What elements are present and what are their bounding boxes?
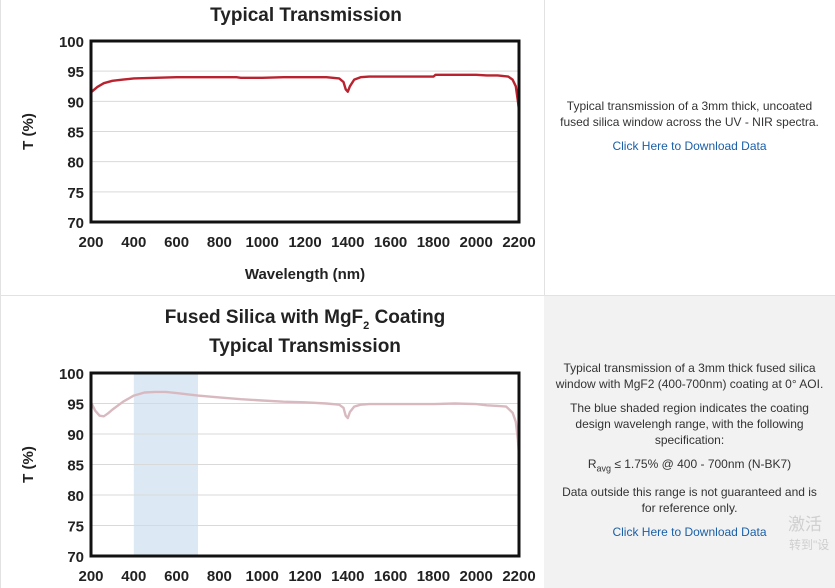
x-tick-label: 400 bbox=[121, 568, 146, 585]
y-tick-label: 70 bbox=[67, 549, 84, 566]
transmission-series-line bbox=[89, 390, 521, 456]
plot-frame bbox=[89, 371, 521, 558]
spec-subscript: avg bbox=[596, 463, 611, 474]
watermark-subtext: 转到"设 bbox=[789, 538, 830, 552]
x-tick-label: 1600 bbox=[374, 234, 407, 251]
x-tick-label: 2200 bbox=[502, 234, 535, 251]
mgf2-transmission-chart: Fused Silica with MgF2 Coating Typical Tr… bbox=[20, 307, 536, 585]
x-tick-label: 400 bbox=[121, 234, 146, 251]
y-tick-label: 95 bbox=[67, 397, 84, 414]
x-axis-label: Wavelength (nm) bbox=[245, 266, 365, 283]
y-tick-label: 70 bbox=[67, 215, 84, 232]
x-tick-label: 2200 bbox=[502, 568, 535, 585]
y-tick-label: 85 bbox=[67, 458, 84, 475]
y-axis-label: T (%) bbox=[20, 113, 37, 150]
transmission-chart: Typical Transmission 100 95 90 85 80 75 70 200 40… bbox=[20, 5, 536, 283]
x-tick-label: 1200 bbox=[288, 568, 321, 585]
x-tick-label: 1800 bbox=[417, 568, 450, 585]
y-axis-label: T (%) bbox=[20, 446, 37, 483]
x-tick-label: 200 bbox=[78, 234, 103, 251]
y-tick-label: 90 bbox=[67, 94, 84, 111]
description-text: Typical transmission of a 3mm thick, unc… bbox=[560, 99, 819, 129]
y-tick-label: 75 bbox=[67, 519, 84, 536]
download-data-link[interactable]: Click Here to Download Data bbox=[612, 525, 767, 540]
x-tick-label: 800 bbox=[207, 234, 232, 251]
chart-title-line-1: Fused Silica with MgF2 Coating bbox=[165, 307, 446, 332]
y-tick-label: 100 bbox=[59, 34, 84, 51]
x-tick-label: 600 bbox=[164, 234, 189, 251]
y-tick-label: 90 bbox=[67, 427, 84, 444]
x-tick-label: 1000 bbox=[246, 234, 279, 251]
description-cell-2 bbox=[544, 296, 835, 588]
x-tick-label: 2000 bbox=[460, 234, 493, 251]
x-tick-label: 800 bbox=[207, 568, 232, 585]
chart-title: Typical Transmission bbox=[210, 5, 402, 26]
spec-r: R bbox=[587, 457, 597, 471]
y-tick-label: 85 bbox=[67, 125, 84, 142]
chart-cell-1: Typical Transmission 100 95 90 85 80 75 70 200 40… bbox=[0, 0, 545, 296]
x-tick-label: 1200 bbox=[288, 234, 321, 251]
x-tick-label: 200 bbox=[78, 568, 103, 585]
description-text: Typical transmission of a 3mm thick fuse… bbox=[555, 361, 824, 391]
coating-spec: Ravg ≤ 1.75% @ 400 - 700nm (N-BK7) bbox=[554, 456, 825, 476]
x-tick-label: 1600 bbox=[374, 568, 407, 585]
description-cell-1: Typical transmission of a 3mm thick, unc… bbox=[544, 0, 835, 296]
x-tick-label: 1400 bbox=[331, 234, 364, 251]
x-tick-label: 2000 bbox=[460, 568, 493, 585]
plot-frame bbox=[89, 39, 521, 224]
description-text: The blue shaded region indicates the coa… bbox=[570, 401, 809, 447]
spec-value: ≤ 1.75% @ 400 - 700nm (N-BK7) bbox=[611, 457, 792, 471]
y-tick-label: 95 bbox=[67, 64, 84, 81]
description-text: Data outside this range is not guarantee… bbox=[562, 485, 817, 516]
y-tick-label: 80 bbox=[67, 488, 84, 505]
download-data-link[interactable]: Click Here to Download Data bbox=[612, 139, 767, 153]
description-1: Typical transmission of a 3mm thick, unc… bbox=[554, 98, 825, 162]
y-tick-label: 80 bbox=[67, 155, 84, 172]
chart-title-line-2: Typical Transmission bbox=[209, 336, 401, 357]
watermark-text: 激活 bbox=[788, 515, 822, 534]
chart-row-1: Typical Transmission 100 95 90 85 80 75 70 200 40… bbox=[0, 0, 835, 296]
chart-cell-2: Fused Silica with MgF2 Coating Typical Tr… bbox=[0, 296, 545, 588]
chart-row-2: Fused Silica with MgF2 Coating Typical Tr… bbox=[0, 295, 835, 588]
x-tick-label: 1400 bbox=[331, 568, 364, 585]
x-tick-label: 1000 bbox=[246, 568, 279, 585]
y-tick-label: 75 bbox=[67, 185, 84, 202]
description-2: Typical transmission of a 3mm thick fuse… bbox=[554, 360, 825, 548]
y-tick-label: 100 bbox=[59, 366, 84, 383]
x-tick-label: 600 bbox=[164, 568, 189, 585]
x-tick-label: 1800 bbox=[417, 234, 450, 251]
transmission-series-line bbox=[90, 73, 521, 111]
